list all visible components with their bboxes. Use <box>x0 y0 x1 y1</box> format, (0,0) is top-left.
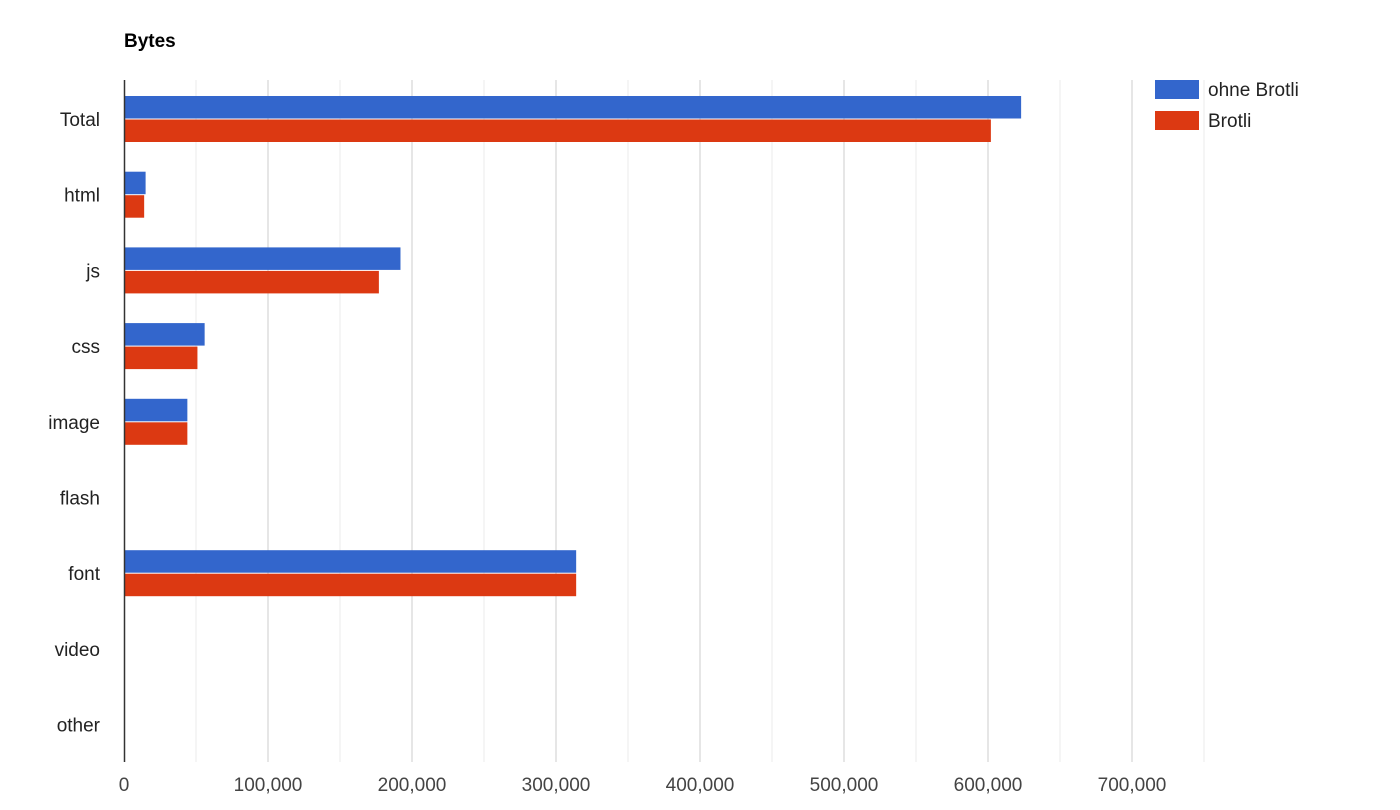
bar-ohne-brotli-font[interactable] <box>124 550 577 573</box>
bar-ohne-brotli-total[interactable] <box>124 96 1022 119</box>
legend-swatch <box>1155 80 1199 99</box>
x-tick-label: 300,000 <box>522 775 591 796</box>
bar-brotli-js[interactable] <box>124 270 379 294</box>
category-label: flash <box>60 489 100 510</box>
bar-brotli-font[interactable] <box>124 573 577 597</box>
category-label: other <box>57 716 101 737</box>
x-tick-label: 500,000 <box>810 775 879 796</box>
x-tick-labels: 0 100,000 200,000 300,000 400,000 500,000 600,… <box>119 775 1167 796</box>
legend-label: ohne Brotli <box>1208 80 1299 101</box>
bar-ohne-brotli-image[interactable] <box>124 398 188 422</box>
bar-brotli-css[interactable] <box>124 346 198 370</box>
category-label: image <box>48 413 100 434</box>
category-label: html <box>64 186 100 207</box>
legend: ohne Brotli Brotli <box>1155 80 1299 132</box>
category-label: css <box>72 337 101 358</box>
bar-brotli-image[interactable] <box>124 422 188 445</box>
x-tick-label: 100,000 <box>234 775 303 796</box>
category-labels: Total html js css image flash font video other <box>48 110 100 737</box>
bar-brotli-total[interactable] <box>124 119 991 143</box>
bar-ohne-brotli-html[interactable] <box>124 171 146 195</box>
category-label: Total <box>60 110 100 131</box>
bar-ohne-brotli-js[interactable] <box>124 247 401 270</box>
category-label: js <box>85 261 100 282</box>
bar-ohne-brotli-css[interactable] <box>124 323 205 346</box>
gridlines <box>195 80 1205 762</box>
category-label: font <box>68 564 100 585</box>
x-tick-label: 400,000 <box>666 775 735 796</box>
x-tick-label: 600,000 <box>954 775 1023 796</box>
bars <box>124 96 1022 597</box>
x-tick-label: 700,000 <box>1098 775 1167 796</box>
x-tick-label: 0 <box>119 775 130 796</box>
legend-label: Brotli <box>1208 111 1251 132</box>
bar-brotli-html[interactable] <box>124 195 145 218</box>
x-tick-label: 200,000 <box>378 775 447 796</box>
chart-title: Bytes <box>124 31 176 52</box>
legend-swatch <box>1155 111 1199 130</box>
category-label: video <box>55 640 100 661</box>
